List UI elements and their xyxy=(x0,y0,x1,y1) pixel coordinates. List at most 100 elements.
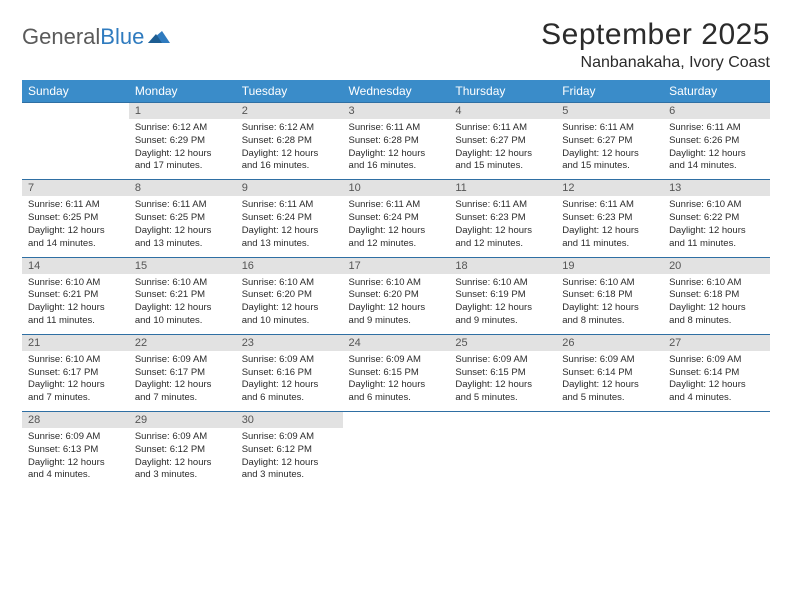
day-content: Sunrise: 6:11 AMSunset: 6:24 PMDaylight:… xyxy=(343,196,450,256)
calendar-page: GeneralBlue September 2025 Nanbanakaha, … xyxy=(0,0,792,488)
day-number: 4 xyxy=(449,103,556,119)
day-number: 29 xyxy=(129,412,236,428)
day-number-empty xyxy=(449,412,556,428)
weekday-header: Tuesday xyxy=(236,80,343,103)
brand-part2: Blue xyxy=(100,24,144,50)
weekday-header: Saturday xyxy=(663,80,770,103)
day-number: 21 xyxy=(22,335,129,351)
day-content: Sunrise: 6:09 AMSunset: 6:14 PMDaylight:… xyxy=(556,351,663,411)
day-content: Sunrise: 6:11 AMSunset: 6:25 PMDaylight:… xyxy=(22,196,129,256)
day-content: Sunrise: 6:09 AMSunset: 6:14 PMDaylight:… xyxy=(663,351,770,411)
weekday-header: Sunday xyxy=(22,80,129,103)
calendar-cell: 16Sunrise: 6:10 AMSunset: 6:20 PMDayligh… xyxy=(236,257,343,334)
calendar-body: 1Sunrise: 6:12 AMSunset: 6:29 PMDaylight… xyxy=(22,103,770,489)
day-number: 11 xyxy=(449,180,556,196)
location-label: Nanbanakaha, Ivory Coast xyxy=(541,54,770,72)
day-content: Sunrise: 6:11 AMSunset: 6:25 PMDaylight:… xyxy=(129,196,236,256)
day-content: Sunrise: 6:09 AMSunset: 6:12 PMDaylight:… xyxy=(129,428,236,488)
day-number: 26 xyxy=(556,335,663,351)
day-number: 16 xyxy=(236,258,343,274)
day-content: Sunrise: 6:09 AMSunset: 6:17 PMDaylight:… xyxy=(129,351,236,411)
brand-part1: General xyxy=(22,24,100,50)
day-number-empty xyxy=(556,412,663,428)
day-content-empty xyxy=(22,119,129,177)
day-content: Sunrise: 6:11 AMSunset: 6:27 PMDaylight:… xyxy=(556,119,663,179)
day-content: Sunrise: 6:09 AMSunset: 6:13 PMDaylight:… xyxy=(22,428,129,488)
day-content: Sunrise: 6:10 AMSunset: 6:17 PMDaylight:… xyxy=(22,351,129,411)
calendar-cell xyxy=(343,412,450,489)
day-content: Sunrise: 6:11 AMSunset: 6:23 PMDaylight:… xyxy=(556,196,663,256)
calendar-cell: 30Sunrise: 6:09 AMSunset: 6:12 PMDayligh… xyxy=(236,412,343,489)
day-number-empty xyxy=(663,412,770,428)
calendar-cell: 10Sunrise: 6:11 AMSunset: 6:24 PMDayligh… xyxy=(343,180,450,257)
day-content: Sunrise: 6:11 AMSunset: 6:26 PMDaylight:… xyxy=(663,119,770,179)
day-content: Sunrise: 6:10 AMSunset: 6:21 PMDaylight:… xyxy=(129,274,236,334)
calendar-cell: 15Sunrise: 6:10 AMSunset: 6:21 PMDayligh… xyxy=(129,257,236,334)
calendar-week-row: 7Sunrise: 6:11 AMSunset: 6:25 PMDaylight… xyxy=(22,180,770,257)
day-number: 15 xyxy=(129,258,236,274)
weekday-header: Friday xyxy=(556,80,663,103)
calendar-cell: 20Sunrise: 6:10 AMSunset: 6:18 PMDayligh… xyxy=(663,257,770,334)
calendar-cell: 18Sunrise: 6:10 AMSunset: 6:19 PMDayligh… xyxy=(449,257,556,334)
day-content-empty xyxy=(449,428,556,486)
day-number: 27 xyxy=(663,335,770,351)
day-content-empty xyxy=(663,428,770,486)
day-number: 28 xyxy=(22,412,129,428)
day-content: Sunrise: 6:10 AMSunset: 6:22 PMDaylight:… xyxy=(663,196,770,256)
day-content: Sunrise: 6:10 AMSunset: 6:18 PMDaylight:… xyxy=(556,274,663,334)
calendar-week-row: 28Sunrise: 6:09 AMSunset: 6:13 PMDayligh… xyxy=(22,412,770,489)
calendar-cell: 25Sunrise: 6:09 AMSunset: 6:15 PMDayligh… xyxy=(449,334,556,411)
day-content: Sunrise: 6:10 AMSunset: 6:19 PMDaylight:… xyxy=(449,274,556,334)
day-number: 20 xyxy=(663,258,770,274)
calendar-cell: 22Sunrise: 6:09 AMSunset: 6:17 PMDayligh… xyxy=(129,334,236,411)
calendar-cell: 9Sunrise: 6:11 AMSunset: 6:24 PMDaylight… xyxy=(236,180,343,257)
day-number: 3 xyxy=(343,103,450,119)
day-content: Sunrise: 6:11 AMSunset: 6:24 PMDaylight:… xyxy=(236,196,343,256)
day-content: Sunrise: 6:10 AMSunset: 6:20 PMDaylight:… xyxy=(343,274,450,334)
calendar-cell xyxy=(22,103,129,180)
calendar-cell: 11Sunrise: 6:11 AMSunset: 6:23 PMDayligh… xyxy=(449,180,556,257)
day-number: 10 xyxy=(343,180,450,196)
calendar-cell: 21Sunrise: 6:10 AMSunset: 6:17 PMDayligh… xyxy=(22,334,129,411)
weekday-header: Wednesday xyxy=(343,80,450,103)
weekday-header: Thursday xyxy=(449,80,556,103)
day-number: 13 xyxy=(663,180,770,196)
day-number: 8 xyxy=(129,180,236,196)
calendar-cell: 6Sunrise: 6:11 AMSunset: 6:26 PMDaylight… xyxy=(663,103,770,180)
calendar-cell: 7Sunrise: 6:11 AMSunset: 6:25 PMDaylight… xyxy=(22,180,129,257)
day-content: Sunrise: 6:11 AMSunset: 6:28 PMDaylight:… xyxy=(343,119,450,179)
calendar-cell: 13Sunrise: 6:10 AMSunset: 6:22 PMDayligh… xyxy=(663,180,770,257)
calendar-cell: 19Sunrise: 6:10 AMSunset: 6:18 PMDayligh… xyxy=(556,257,663,334)
calendar-cell: 1Sunrise: 6:12 AMSunset: 6:29 PMDaylight… xyxy=(129,103,236,180)
day-content: Sunrise: 6:09 AMSunset: 6:15 PMDaylight:… xyxy=(343,351,450,411)
calendar-cell xyxy=(449,412,556,489)
day-content: Sunrise: 6:09 AMSunset: 6:15 PMDaylight:… xyxy=(449,351,556,411)
day-number-empty xyxy=(22,103,129,119)
calendar-cell: 14Sunrise: 6:10 AMSunset: 6:21 PMDayligh… xyxy=(22,257,129,334)
logo-flag-icon xyxy=(148,27,174,47)
title-block: September 2025 Nanbanakaha, Ivory Coast xyxy=(541,18,770,72)
calendar-cell: 28Sunrise: 6:09 AMSunset: 6:13 PMDayligh… xyxy=(22,412,129,489)
calendar-cell: 29Sunrise: 6:09 AMSunset: 6:12 PMDayligh… xyxy=(129,412,236,489)
calendar-cell: 5Sunrise: 6:11 AMSunset: 6:27 PMDaylight… xyxy=(556,103,663,180)
calendar-cell: 17Sunrise: 6:10 AMSunset: 6:20 PMDayligh… xyxy=(343,257,450,334)
day-content: Sunrise: 6:12 AMSunset: 6:29 PMDaylight:… xyxy=(129,119,236,179)
weekday-header: Monday xyxy=(129,80,236,103)
calendar-cell: 24Sunrise: 6:09 AMSunset: 6:15 PMDayligh… xyxy=(343,334,450,411)
calendar-cell: 2Sunrise: 6:12 AMSunset: 6:28 PMDaylight… xyxy=(236,103,343,180)
day-number: 6 xyxy=(663,103,770,119)
day-number: 30 xyxy=(236,412,343,428)
day-number: 7 xyxy=(22,180,129,196)
calendar-table: SundayMondayTuesdayWednesdayThursdayFrid… xyxy=(22,80,770,488)
month-title: September 2025 xyxy=(541,18,770,52)
calendar-cell: 23Sunrise: 6:09 AMSunset: 6:16 PMDayligh… xyxy=(236,334,343,411)
day-content: Sunrise: 6:10 AMSunset: 6:18 PMDaylight:… xyxy=(663,274,770,334)
brand-logo: GeneralBlue xyxy=(22,18,174,50)
day-content-empty xyxy=(343,428,450,486)
calendar-cell xyxy=(556,412,663,489)
calendar-cell: 3Sunrise: 6:11 AMSunset: 6:28 PMDaylight… xyxy=(343,103,450,180)
calendar-week-row: 14Sunrise: 6:10 AMSunset: 6:21 PMDayligh… xyxy=(22,257,770,334)
day-number: 24 xyxy=(343,335,450,351)
day-content: Sunrise: 6:11 AMSunset: 6:27 PMDaylight:… xyxy=(449,119,556,179)
day-number: 25 xyxy=(449,335,556,351)
